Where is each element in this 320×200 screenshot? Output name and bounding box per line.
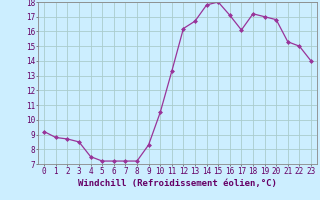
X-axis label: Windchill (Refroidissement éolien,°C): Windchill (Refroidissement éolien,°C) — [78, 179, 277, 188]
